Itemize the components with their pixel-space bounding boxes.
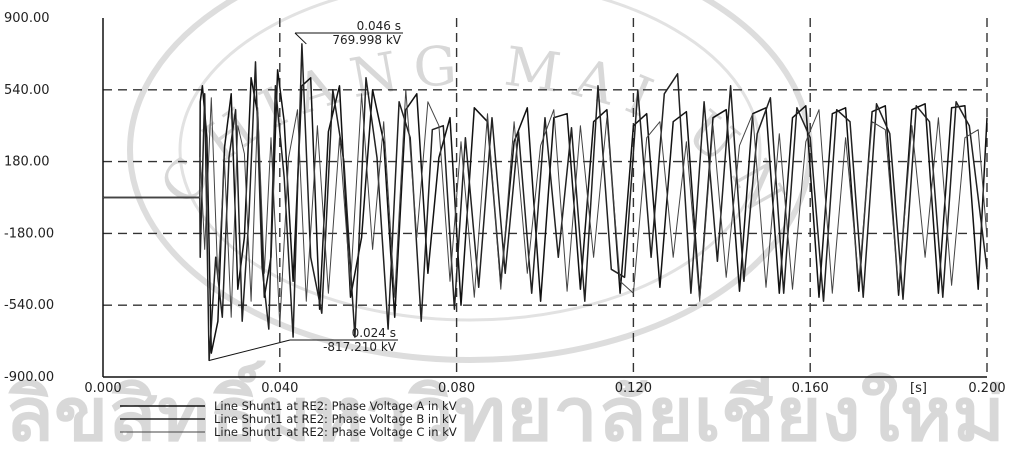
x-tick-label: 0.200 — [968, 381, 1005, 396]
annotation-value: 769.998 kV — [332, 33, 401, 47]
annotation-time: 0.024 s — [352, 326, 396, 340]
x-tick-label: 0.160 — [792, 381, 829, 396]
series-line-c — [103, 89, 988, 326]
legend-entry: Line Shunt1 at RE2: Phase Voltage C in k… — [214, 425, 457, 439]
x-tick-label: 0.120 — [615, 381, 652, 396]
y-tick-label: 180.00 — [4, 155, 50, 170]
chart-legend: Line Shunt1 at RE2: Phase Voltage A in k… — [120, 399, 457, 439]
annotation-leader — [208, 339, 291, 361]
chart-series — [103, 43, 988, 362]
x-tick-label: 0.040 — [261, 381, 298, 396]
watermark-thai-text: ลิขสิทธิ์มหาวิทยาลัยเชียงใหม่ — [5, 360, 1005, 455]
annotation-leader — [294, 32, 307, 45]
annotation-value: -817.210 kV — [323, 340, 397, 354]
y-tick-label: -900.00 — [4, 370, 54, 385]
legend-entry: Line Shunt1 at RE2: Phase Voltage A in k… — [214, 399, 457, 413]
y-tick-label: 900.00 — [4, 11, 50, 26]
annotation-time: 0.046 s — [357, 19, 401, 33]
y-tick-label: 540.00 — [4, 83, 50, 98]
y-tick-label: -180.00 — [4, 226, 54, 241]
x-unit-label: [s] — [910, 381, 927, 396]
x-tick-label: 0.000 — [84, 381, 121, 396]
watermark-seal-outer — [127, 0, 813, 363]
series-line-b — [103, 43, 988, 362]
x-tick-label: 0.080 — [438, 381, 475, 396]
chart-axes: 900.00 540.00 180.00 -180.00 -540.00 -900.00 0… — [4, 11, 1006, 396]
legend-entry: Line Shunt1 at RE2: Phase Voltage B in k… — [214, 412, 457, 426]
watermark-seal-inner — [178, 0, 762, 322]
y-tick-label: -540.00 — [4, 298, 54, 313]
